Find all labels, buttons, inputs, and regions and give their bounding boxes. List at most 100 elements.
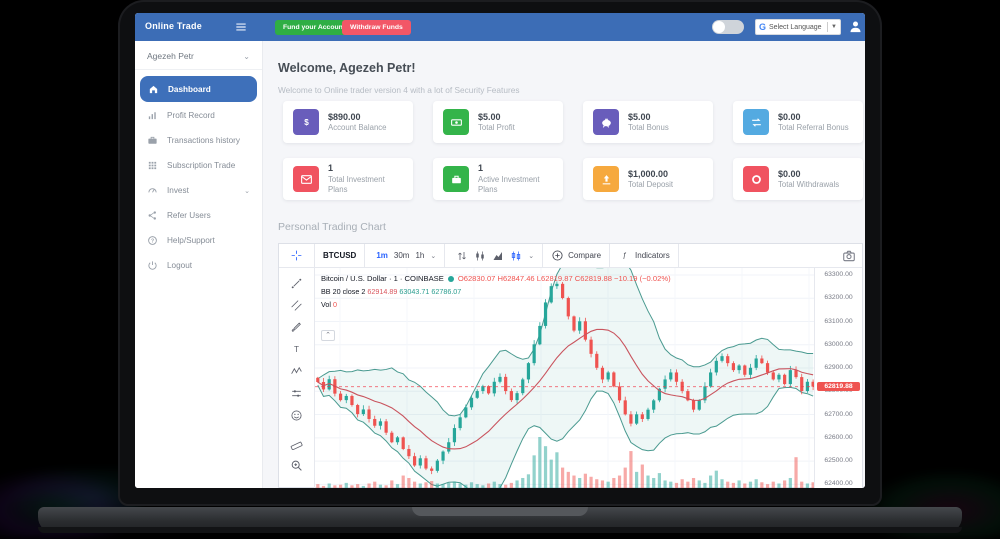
timeframe-group: 1m 30m 1h ⌄ bbox=[365, 244, 446, 267]
sidebar-item-label: Subscription Trade bbox=[167, 161, 236, 170]
screenshot-camera-icon[interactable] bbox=[842, 249, 856, 263]
sidebar-item-invest[interactable]: Invest ⌄ bbox=[135, 178, 262, 203]
chevron-down-icon[interactable]: ⌄ bbox=[430, 252, 437, 260]
sidebar-item-transactions-history[interactable]: Transactions history bbox=[135, 128, 262, 153]
briefcase-icon bbox=[147, 135, 158, 146]
price-axis-label: 63100.00 bbox=[824, 317, 853, 325]
sidebar-item-label: Help/Support bbox=[167, 236, 215, 245]
stat-label: Total Profit bbox=[478, 122, 515, 132]
text-tool-icon[interactable]: T bbox=[290, 343, 303, 356]
price-axis-label: 62400.00 bbox=[824, 480, 853, 488]
page-subtitle: Welcome to Online trader version 4 with … bbox=[278, 85, 520, 95]
stat-value: $0.00 bbox=[778, 168, 801, 179]
withdraw-funds-button[interactable]: Withdraw Funds bbox=[342, 20, 411, 35]
top-navbar: Online Trade Fund your Account Withdraw … bbox=[135, 13, 865, 41]
chart-toolbar: BTCUSD 1m 30m 1h ⌄ ⌄ Compare bbox=[279, 244, 862, 268]
price-axis-label: 62700.00 bbox=[824, 410, 853, 418]
laptop-base-edge bbox=[38, 527, 962, 533]
gauge-icon bbox=[147, 185, 158, 196]
ruler-icon[interactable] bbox=[290, 437, 303, 450]
stat-value: 1 bbox=[328, 163, 334, 174]
sidebar-item-help-support[interactable]: ? Help/Support bbox=[135, 228, 262, 253]
sidebar-item-label: Dashboard bbox=[168, 84, 211, 94]
symbol-button[interactable]: BTCUSD bbox=[315, 244, 366, 267]
timeframe-1m[interactable]: 1m bbox=[376, 251, 388, 260]
sidebar-item-logout[interactable]: Logout bbox=[135, 253, 262, 278]
price-axis-label: 63200.00 bbox=[824, 294, 853, 302]
legend-collapse-button[interactable]: ⌃ bbox=[321, 330, 335, 341]
page-title: Welcome, Agezeh Petr! bbox=[278, 61, 416, 75]
theme-toggle[interactable] bbox=[712, 20, 744, 34]
toolbar-spacer bbox=[679, 244, 862, 267]
symbol-label: BTCUSD bbox=[323, 251, 357, 260]
stat-label: Total Investment Plans bbox=[328, 174, 385, 195]
language-label: Select Language bbox=[769, 23, 822, 31]
brush-icon[interactable] bbox=[290, 321, 303, 334]
laptop-notch bbox=[412, 507, 588, 516]
sidebar-item-label: Transactions history bbox=[167, 136, 240, 145]
sidebar-item-label: Profit Record bbox=[167, 111, 215, 120]
price-axis-label: 62800.00 bbox=[824, 387, 853, 395]
laptop-base bbox=[38, 507, 962, 533]
area-style-icon[interactable] bbox=[492, 250, 504, 262]
emoji-icon[interactable] bbox=[290, 409, 303, 422]
sidebar-item-label: Refer Users bbox=[167, 211, 211, 220]
price-axis-label: 62500.00 bbox=[824, 457, 853, 465]
sidebar-username: Agezeh Petr bbox=[147, 51, 194, 61]
sidebar-item-label: Logout bbox=[167, 261, 193, 270]
hollow-candles-style-icon[interactable] bbox=[510, 250, 522, 262]
user-account-icon[interactable] bbox=[848, 19, 863, 34]
google-translate-icon: G bbox=[759, 22, 767, 32]
stat-value: $5.00 bbox=[478, 111, 501, 122]
stat-card-total-investment-plans: 1 Total Investment Plans bbox=[283, 158, 413, 200]
divider bbox=[827, 22, 829, 32]
svg-text:ƒ: ƒ bbox=[623, 253, 627, 260]
timeframe-30m[interactable]: 30m bbox=[393, 251, 410, 260]
fund-account-button[interactable]: Fund your Account bbox=[275, 20, 354, 35]
channel-icon[interactable] bbox=[290, 299, 303, 312]
sidebar-item-refer-users[interactable]: Refer Users bbox=[135, 203, 262, 228]
stat-label: Active Investment Plans bbox=[478, 174, 540, 195]
piggy-bank-icon bbox=[593, 109, 619, 135]
compare-button[interactable]: Compare bbox=[543, 244, 611, 267]
candlestick-chart bbox=[315, 268, 816, 488]
drawing-tools-sidebar: T bbox=[279, 268, 315, 488]
candles-style-icon[interactable] bbox=[474, 250, 486, 262]
hamburger-menu-icon[interactable] bbox=[233, 20, 249, 34]
position-tool-icon[interactable] bbox=[290, 387, 303, 400]
crosshair-tool[interactable] bbox=[279, 244, 315, 267]
stat-label: Total Withdrawals bbox=[778, 179, 840, 189]
brand-title: Online Trade bbox=[145, 21, 202, 31]
sidebar-item-dashboard[interactable]: Dashboard bbox=[140, 76, 257, 102]
chart-plot-area[interactable]: Bitcoin / U.S. Dollar · 1 · COINBASE O628… bbox=[315, 268, 816, 488]
last-price-tag: 62819.88 bbox=[817, 381, 860, 391]
trend-line-icon[interactable] bbox=[290, 277, 303, 290]
chevron-down-icon[interactable]: ⌄ bbox=[528, 252, 535, 260]
timeframe-1h[interactable]: 1h bbox=[415, 251, 425, 260]
magnet-icon[interactable] bbox=[290, 487, 303, 489]
sidebar-item-profit-record[interactable]: Profit Record bbox=[135, 103, 262, 128]
indicators-button[interactable]: ƒ Indicators bbox=[610, 244, 679, 267]
fx-icon: ƒ bbox=[618, 249, 631, 262]
language-select[interactable]: G Select Language ▼ bbox=[755, 19, 841, 35]
plus-circle-icon bbox=[551, 249, 564, 262]
price-axis[interactable]: 63300.00 63200.00 63100.00 63000.00 62900.00… bbox=[814, 268, 862, 488]
line-style-icon[interactable] bbox=[456, 250, 468, 262]
chart-body: T Bitcoin / U.S. Dollar · 1 · COINBASE O6… bbox=[279, 268, 862, 488]
main-content: Welcome, Agezeh Petr! Welcome to Online … bbox=[263, 41, 865, 488]
home-icon bbox=[148, 84, 159, 95]
stat-value: 1 bbox=[478, 163, 484, 174]
case-icon bbox=[443, 166, 469, 192]
sidebar-user-dropdown[interactable]: Agezeh Petr ⌄ bbox=[135, 41, 262, 69]
pattern-icon[interactable] bbox=[290, 365, 303, 378]
sidebar-item-subscription-trade[interactable]: Subscription Trade bbox=[135, 153, 262, 178]
chart-icon bbox=[147, 110, 158, 121]
sidebar: Agezeh Petr ⌄ Dashboard Profit Record Tran… bbox=[135, 41, 263, 488]
indicators-label: Indicators bbox=[635, 251, 670, 260]
stat-label: Account Balance bbox=[328, 122, 387, 132]
zoom-in-icon[interactable] bbox=[290, 459, 303, 472]
svg-text:T: T bbox=[294, 345, 299, 354]
grid-icon bbox=[147, 160, 158, 171]
price-axis-label: 62600.00 bbox=[824, 433, 853, 441]
